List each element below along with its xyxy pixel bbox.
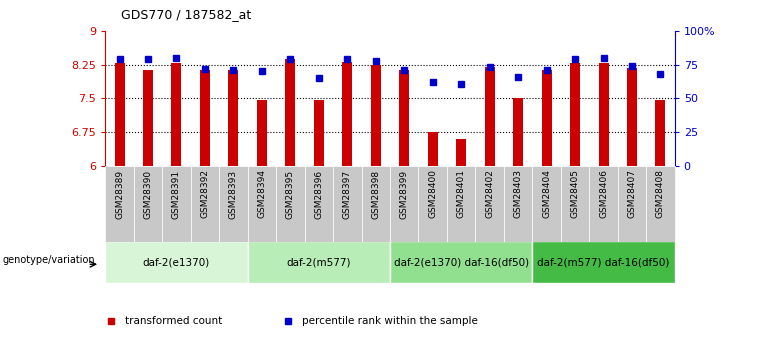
Text: GSM28401: GSM28401: [456, 169, 466, 218]
Text: daf-2(m577): daf-2(m577): [286, 257, 351, 267]
Bar: [390, 166, 419, 242]
Text: GSM28398: GSM28398: [371, 169, 381, 218]
Bar: [370, 65, 381, 166]
Text: daf-2(m577) daf-16(df50): daf-2(m577) daf-16(df50): [537, 257, 670, 267]
Text: GSM28400: GSM28400: [428, 169, 438, 218]
Bar: [646, 166, 675, 242]
Bar: [590, 166, 618, 242]
Bar: [162, 166, 191, 242]
Text: GSM28391: GSM28391: [172, 169, 181, 218]
Text: GSM28399: GSM28399: [399, 169, 409, 218]
Bar: [476, 166, 504, 242]
Bar: [143, 70, 153, 166]
Bar: [115, 63, 125, 166]
Text: GSM28406: GSM28406: [599, 169, 608, 218]
Bar: [456, 139, 466, 166]
Bar: [484, 67, 495, 166]
Text: GSM28392: GSM28392: [200, 169, 210, 218]
Bar: [390, 241, 533, 283]
Text: GSM28405: GSM28405: [570, 169, 580, 218]
Bar: [285, 59, 296, 166]
Bar: [200, 70, 210, 166]
Text: GDS770 / 187582_at: GDS770 / 187582_at: [121, 8, 251, 21]
Text: GSM28403: GSM28403: [513, 169, 523, 218]
Bar: [191, 166, 219, 242]
Text: GSM28390: GSM28390: [144, 169, 153, 218]
Text: daf-2(e1370): daf-2(e1370): [143, 257, 210, 267]
Bar: [342, 62, 353, 166]
Text: genotype/variation: genotype/variation: [2, 255, 94, 265]
Bar: [570, 63, 580, 166]
Text: transformed count: transformed count: [126, 316, 222, 326]
Bar: [399, 70, 410, 166]
Bar: [229, 70, 239, 166]
Bar: [561, 166, 590, 242]
Bar: [314, 100, 324, 166]
Bar: [618, 166, 647, 242]
Text: GSM28408: GSM28408: [656, 169, 665, 218]
Bar: [105, 166, 134, 242]
Bar: [333, 166, 362, 242]
Bar: [447, 166, 476, 242]
Bar: [533, 241, 675, 283]
Text: GSM28395: GSM28395: [285, 169, 295, 218]
Bar: [219, 166, 248, 242]
Text: GSM28394: GSM28394: [257, 169, 267, 218]
Bar: [172, 63, 182, 166]
Bar: [504, 166, 533, 242]
Bar: [362, 166, 390, 242]
Bar: [304, 166, 333, 242]
Bar: [513, 98, 523, 166]
Bar: [134, 166, 162, 242]
Bar: [427, 132, 438, 166]
Text: percentile rank within the sample: percentile rank within the sample: [302, 316, 477, 326]
Text: GSM28402: GSM28402: [485, 169, 495, 218]
Bar: [655, 100, 665, 166]
Bar: [598, 63, 608, 166]
Text: GSM28393: GSM28393: [229, 169, 238, 218]
Bar: [257, 100, 267, 166]
Bar: [105, 241, 248, 283]
Text: GSM28407: GSM28407: [627, 169, 636, 218]
Bar: [627, 68, 637, 166]
Bar: [248, 241, 390, 283]
Text: GSM28404: GSM28404: [542, 169, 551, 218]
Bar: [248, 166, 276, 242]
Text: GSM28389: GSM28389: [115, 169, 124, 218]
Text: GSM28396: GSM28396: [314, 169, 324, 218]
Bar: [533, 166, 561, 242]
Bar: [419, 166, 447, 242]
Text: GSM28397: GSM28397: [342, 169, 352, 218]
Text: daf-2(e1370) daf-16(df50): daf-2(e1370) daf-16(df50): [394, 257, 529, 267]
Bar: [276, 166, 304, 242]
Bar: [541, 70, 551, 166]
